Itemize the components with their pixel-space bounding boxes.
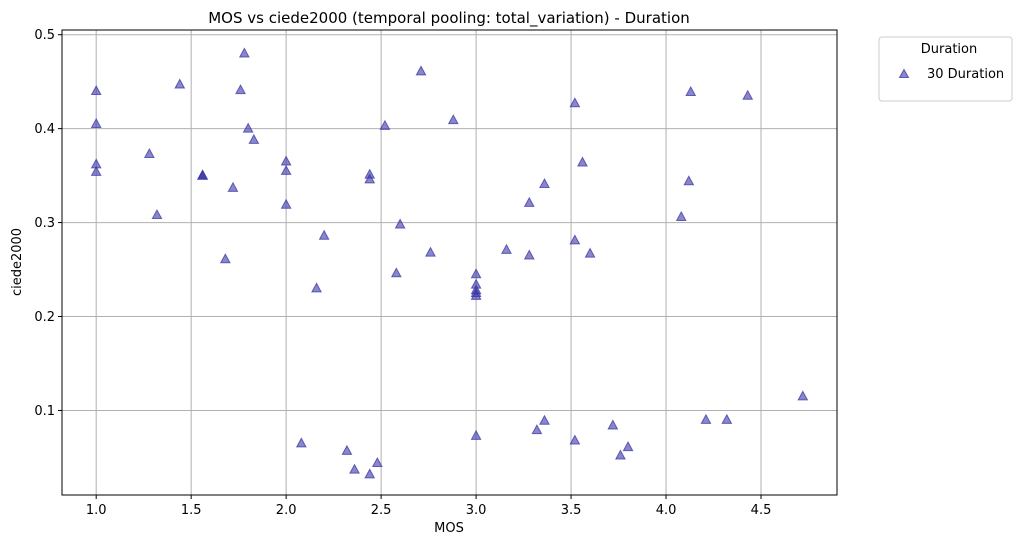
data-point (523, 196, 535, 207)
x-tick-label: 1.0 (86, 503, 107, 518)
plot-frame (61, 29, 838, 496)
data-point (539, 178, 550, 189)
legend-series-label: 30 Duration (927, 67, 1004, 82)
data-point (280, 164, 292, 175)
data-point (539, 414, 550, 425)
data-point (390, 267, 402, 278)
data-point (197, 169, 209, 180)
data-point (577, 156, 588, 167)
data-point (675, 210, 687, 221)
grid (62, 30, 837, 495)
data-point (394, 218, 406, 229)
data-point (470, 268, 482, 279)
data-point (219, 253, 231, 264)
data-point (615, 449, 626, 460)
data-point (523, 249, 535, 260)
legend-marker-triangle-icon (898, 68, 910, 78)
data-point (174, 78, 186, 89)
data-point (242, 122, 254, 133)
data-points (90, 47, 809, 479)
data-point (569, 97, 581, 108)
data-point (797, 390, 809, 401)
data-point (622, 441, 634, 452)
data-point (742, 89, 754, 100)
data-point (364, 173, 376, 184)
data-point (531, 424, 543, 435)
data-point (90, 165, 102, 176)
data-point (238, 47, 250, 58)
data-point (447, 114, 459, 125)
x-tick-label: 2.5 (371, 503, 392, 518)
data-point (90, 85, 102, 96)
data-point (349, 463, 360, 474)
data-point (227, 181, 239, 192)
y-axis-label: ciede2000 (10, 228, 25, 296)
y-tick-label: 0.4 (34, 122, 55, 137)
x-axis-label: MOS (434, 521, 464, 536)
data-point (235, 84, 246, 95)
data-point (607, 419, 619, 430)
data-point (143, 147, 155, 158)
data-point (151, 209, 163, 220)
data-point (425, 246, 436, 257)
data-point (371, 457, 383, 468)
legend-title: Duration (921, 42, 977, 57)
data-point (501, 243, 512, 254)
chart-title: MOS vs ciede2000 (temporal pooling: tota… (208, 9, 690, 28)
data-point (470, 289, 482, 300)
x-tick-label: 1.5 (181, 503, 202, 518)
data-point (311, 282, 322, 293)
y-axis: 0.1 0.2 0.3 0.4 0.5 (34, 28, 62, 419)
y-tick-label: 0.2 (34, 310, 55, 325)
x-tick-label: 3.5 (561, 503, 582, 518)
data-point (280, 198, 292, 209)
x-axis: 1.0 1.5 2.0 2.5 3.0 3.5 4.0 4.5 (86, 495, 772, 518)
data-point (364, 468, 376, 479)
legend: Duration 30 Duration (878, 36, 1013, 102)
y-tick-label: 0.1 (34, 404, 55, 419)
y-tick-label: 0.3 (34, 216, 55, 231)
data-point (683, 175, 695, 186)
data-point (341, 444, 353, 455)
data-point (721, 413, 733, 424)
data-point (584, 247, 596, 258)
data-point (295, 437, 307, 448)
data-point (379, 119, 391, 130)
x-tick-label: 4.5 (751, 503, 772, 518)
data-point (569, 434, 581, 445)
x-tick-label: 2.0 (276, 503, 297, 518)
data-point (248, 133, 260, 144)
y-tick-label: 0.5 (34, 28, 55, 43)
data-point (470, 429, 482, 440)
data-point (90, 117, 102, 128)
data-point (685, 85, 697, 96)
legend-box (878, 36, 1013, 102)
data-point (415, 65, 427, 76)
x-tick-label: 3.0 (466, 503, 487, 518)
x-tick-label: 4.0 (656, 503, 677, 518)
data-point (569, 234, 581, 245)
data-point (318, 229, 330, 240)
data-point (700, 413, 712, 424)
